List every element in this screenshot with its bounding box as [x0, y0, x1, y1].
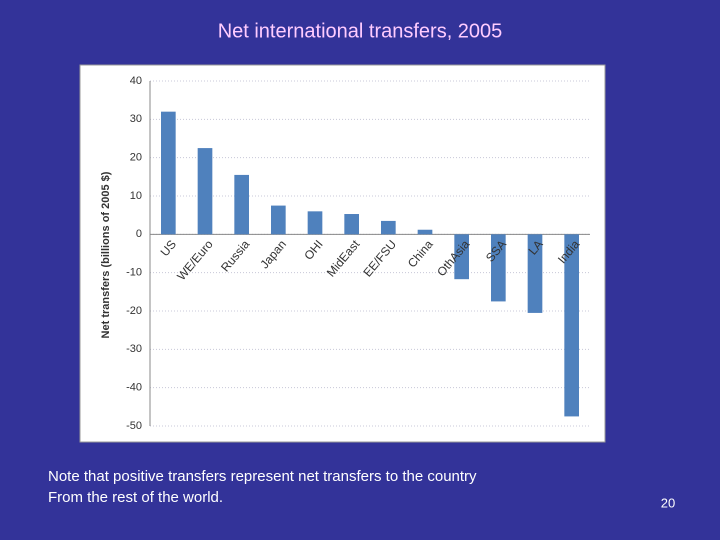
chart-title: Net international transfers, 2005	[218, 20, 503, 42]
bar	[234, 174, 249, 235]
bar	[344, 214, 359, 235]
bar	[417, 229, 433, 235]
bar	[271, 205, 286, 235]
bar	[491, 234, 506, 302]
y-tick-label: -40	[126, 382, 142, 394]
bar	[197, 148, 213, 235]
y-tick-label: -30	[126, 343, 142, 355]
y-tick-label: 20	[130, 152, 142, 164]
y-tick-label: 30	[130, 113, 142, 125]
bar	[527, 234, 543, 313]
y-axis-label: Net transfers (billions of 2005 $)	[100, 171, 112, 338]
note: Note that positive transfers represent n…	[48, 468, 477, 485]
bar	[454, 234, 469, 280]
y-tick-label: -10	[126, 267, 142, 279]
bar	[307, 211, 323, 235]
bar	[564, 234, 579, 417]
y-tick-label: -50	[126, 420, 142, 432]
note: From the rest of the world.	[48, 489, 223, 506]
y-tick-label: 0	[136, 228, 142, 240]
y-tick-label: 10	[130, 190, 142, 202]
y-tick-label: 40	[130, 75, 142, 87]
bar	[161, 111, 176, 235]
bar	[381, 220, 396, 235]
page-number: 20	[661, 495, 675, 510]
y-tick-label: -20	[126, 305, 142, 317]
